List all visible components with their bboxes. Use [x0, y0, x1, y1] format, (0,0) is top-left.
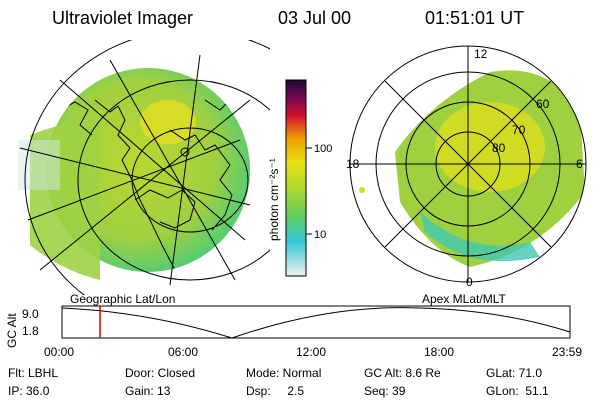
colorbar-scale — [285, 79, 307, 277]
mlt-label-right: 6 — [576, 157, 583, 171]
aurora-edge — [420, 212, 540, 262]
dsp-info: Dsp: 2.5 — [246, 384, 305, 398]
ip-info: IP: 36.0 — [8, 384, 50, 398]
altitude-xtick: 06:00 — [168, 345, 198, 359]
pole-marker — [180, 147, 190, 157]
altitude-xtick: 18:00 — [424, 345, 454, 359]
altitude-curve — [61, 307, 571, 339]
altitude-xtick: 23:59 — [552, 345, 582, 359]
altitude-frame — [61, 305, 571, 339]
colorbar: 100 10 photon cm⁻²s⁻¹ — [267, 79, 332, 277]
mlt-label-top: 12 — [474, 47, 488, 61]
door-info: Door: Closed — [125, 366, 196, 380]
lat-label: 60 — [536, 97, 550, 111]
seq-info: Seq: 39 — [364, 384, 406, 398]
date-label: 03 Jul 00 — [278, 8, 352, 28]
instrument-title: Ultraviolet Imager — [52, 8, 194, 28]
time-label: 01:51:01 UT — [425, 8, 525, 28]
altitude-xtick: 00:00 — [44, 345, 74, 359]
altitude-plot: GC Alt 9.0 1.8 00:00 06:00 12:00 18:00 2… — [5, 305, 582, 359]
glat-info: GLat: 71.0 — [486, 366, 543, 380]
gain-info: Gain: 13 — [125, 384, 171, 398]
geographic-map — [18, 40, 270, 295]
polar-grid — [349, 45, 587, 283]
colorbar-tick-label: 100 — [314, 143, 332, 155]
lat-lon-grid — [19, 40, 270, 295]
aurora-dot — [359, 187, 365, 193]
gcalt-info: GC Alt: 8.6 Re — [364, 366, 441, 380]
apex-label: Apex MLat/MLT — [422, 292, 506, 306]
lat-label: 70 — [512, 123, 526, 137]
geographic-label: Geographic Lat/Lon — [70, 292, 176, 306]
apex-polar-plot: 12 18 6 0 60 70 80 — [346, 45, 587, 289]
colorbar-label: photon cm⁻²s⁻¹ — [267, 158, 281, 241]
altitude-ytick: 1.8 — [22, 324, 39, 338]
altitude-ytick: 9.0 — [22, 307, 39, 321]
mode-info: Mode: Normal — [246, 366, 322, 380]
colorbar-tick-label: 10 — [314, 229, 326, 241]
filter-info: Flt: LBHL — [8, 366, 59, 380]
altitude-xtick: 12:00 — [296, 345, 326, 359]
aurora-haze — [18, 140, 60, 190]
lat-label: 80 — [492, 141, 506, 155]
glon-info: GLon: 51.1 — [486, 384, 549, 398]
altitude-ylabel: GC Alt — [5, 313, 19, 348]
aurora-hotspot — [140, 100, 196, 144]
mlt-label-bottom: 0 — [466, 275, 473, 289]
mlt-label-left: 18 — [346, 157, 360, 171]
